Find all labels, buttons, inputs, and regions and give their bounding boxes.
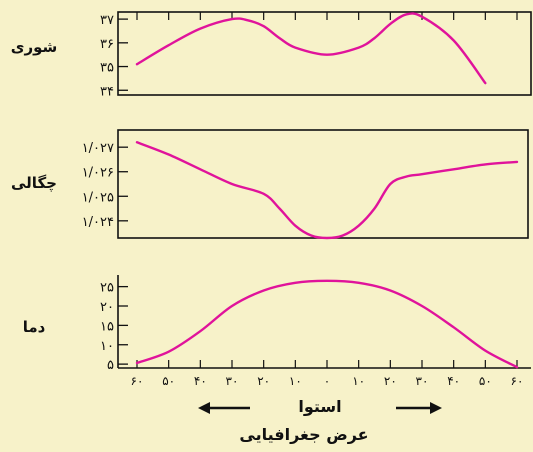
row-label: شوری [11,38,58,56]
y-tick-label: ۳۴ [100,84,114,99]
panel-frame [117,11,532,96]
series-line [135,141,519,240]
panel-frame [117,129,529,239]
arrow-left-icon [198,402,250,414]
panel-2: چگالی ۱/۰۲۴ ۱/۰۲۵ ۱/۰۲۶ ۱/۰۲۷ [11,129,529,240]
x-tick-label: ۵۰ [162,374,175,388]
y-tick-label: ۱/۰۲۷ [82,141,114,156]
y-tick-label: ۱/۰۲۶ [82,166,114,181]
y-tick-label: ۳۶ [100,37,114,52]
panel-1: شوری ۳۴ ۳۵ ۳۶ ۳۷ [11,11,532,99]
arrow-right-icon [396,402,442,414]
equator-label: استوا [298,397,341,416]
x-tick-label: ۳۰ [226,374,239,388]
x-tick-label: ۰ [324,374,330,388]
y-tick-label: ۲۰ [100,300,114,315]
y-tick-label: ۱/۰۲۵ [82,190,114,205]
x-tick-label: ۴۰ [194,374,207,388]
y-tick-label: ۱۰ [100,339,114,354]
x-axis-title: عرض جغرافیایی [239,425,368,444]
x-tick-label: ۵۰ [479,374,492,388]
x-tick-label: ۶۰ [131,374,144,388]
x-tick-label: ۴۰ [447,374,460,388]
row-label: دما [23,318,46,336]
row-label: چگالی [11,174,57,193]
x-tick-label: ۱۰ [352,374,365,388]
x-tick-label: ۶۰ [511,374,524,388]
chart-panels: شوری ۳۴ ۳۵ ۳۶ ۳۷ چگالی ۱/۰۲۴ ۱/۰۲۵ ۱/۰۲۶ ۱/۰۲۷ دما… [11,11,532,388]
x-tick-label: ۱۰ [289,374,302,388]
y-tick-label: ۳۷ [100,13,114,28]
y-tick-label: ۲۵ [100,281,114,296]
x-tick-label: ۲۰ [384,374,397,388]
panel-3: دما ۵ ۱۰ ۱۵ ۲۰ ۲۵ ۶۰ ۵۰ ۴۰ ۳۰ ۲۰ ۱۰ ۰ ۱۰ ۲۰ ۳۰ ۴۰ ۵۰ ۶۰ [23,275,531,388]
y-tick-label: ۱۵ [100,319,114,334]
series-line [135,12,487,85]
series-line [135,279,519,369]
y-tick-label: ۱/۰۲۴ [82,215,114,230]
y-tick-label: ۵ [107,358,114,373]
x-tick-label: ۳۰ [416,374,429,388]
x-tick-label: ۲۰ [257,374,270,388]
y-tick-label: ۳۵ [100,61,114,76]
